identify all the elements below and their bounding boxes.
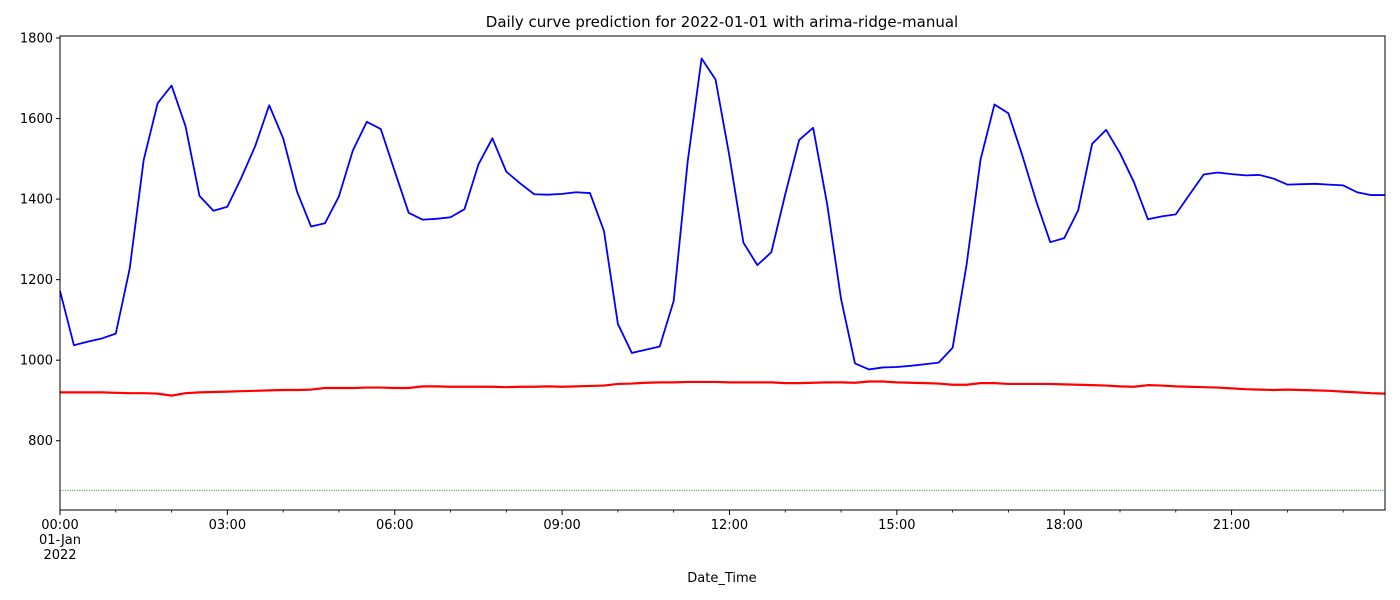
y-tick-label: 1200 <box>20 273 53 288</box>
x-axis: 00:00 01-Jan 2022 03:00 06:00 09:00 12:00 15:00… <box>39 510 1344 563</box>
x-tick-label: 00:00 01-Jan 2022 <box>39 518 81 563</box>
y-tick-label: 1600 <box>20 112 53 127</box>
chart-title: Daily curve prediction for 2022-01-01 wi… <box>486 13 958 31</box>
x-tick-label: 03:00 <box>209 518 246 533</box>
x-tick-label: 15:00 <box>878 518 915 533</box>
series-line-1 <box>59 57 1385 371</box>
y-tick-label: 1000 <box>20 354 53 369</box>
x-tick-label: 21:00 <box>1213 518 1250 533</box>
y-tick-label: 800 <box>28 434 53 449</box>
y-tick-label: 1400 <box>20 193 53 208</box>
y-tick-label: 1800 <box>20 32 53 47</box>
x-tick-label: 09:00 <box>543 518 580 533</box>
x-axis-label: Date_Time <box>687 571 756 586</box>
x-tick-label: 12:00 <box>711 518 748 533</box>
plot-frame <box>59 35 1386 511</box>
y-axis: 800 1000 1200 1400 1600 1800 <box>20 32 60 449</box>
x-tick-label: 06:00 <box>376 518 413 533</box>
series-line-2 <box>60 380 1386 397</box>
plot-area <box>59 57 1386 491</box>
x-tick-label: 18:00 <box>1045 518 1082 533</box>
